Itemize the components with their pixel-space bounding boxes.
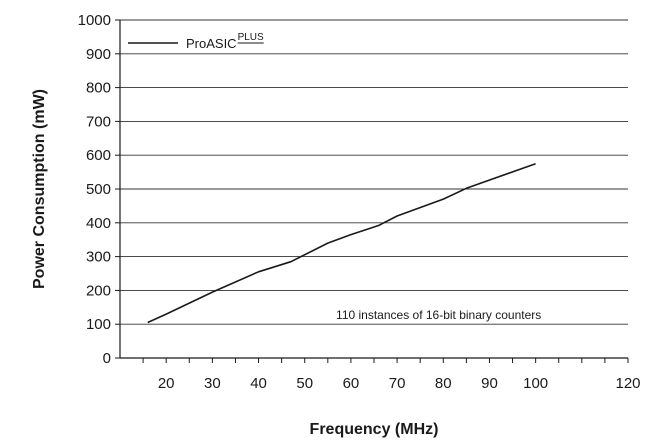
x-tick-label: 90	[481, 375, 498, 392]
y-tick-label: 200	[86, 282, 111, 299]
y-tick-label: 600	[86, 147, 111, 164]
y-axis-title: Power Consumption (mW)	[31, 89, 48, 289]
x-axis-title: Frequency (MHz)	[310, 421, 439, 438]
x-tick-label: 120	[615, 375, 640, 392]
x-axis-ticks: 20 30 40 50 60 70 80 90 100 120	[142, 358, 641, 392]
y-tick-label: 700	[86, 113, 111, 130]
y-tick-label: 400	[86, 215, 111, 232]
x-tick-label: 30	[204, 375, 221, 392]
y-tick-label: 900	[86, 46, 111, 63]
x-tick-label: 80	[435, 375, 452, 392]
grid-lines	[120, 19, 628, 325]
annotation-text: 110 instances of 16-bit binary counters	[336, 308, 541, 322]
y-axis-ticks: 0 100 200 300 400 500 600 700 800 900 1000	[78, 12, 120, 367]
x-tick-label: 50	[296, 375, 313, 392]
y-tick-label: 100	[86, 316, 111, 333]
series-layer	[147, 162, 536, 324]
y-tick-label: 300	[86, 249, 111, 266]
legend-label-superscript: PLUS	[238, 32, 264, 43]
y-tick-label: 1000	[78, 12, 111, 29]
series-line-0	[147, 162, 536, 324]
y-tick-label: 800	[86, 80, 111, 97]
x-tick-label: 20	[158, 375, 175, 392]
annotations: 110 instances of 16-bit binary counters	[336, 308, 541, 322]
x-tick-label: 60	[343, 375, 360, 392]
y-tick-label: 500	[86, 181, 111, 198]
legend: ProASIC PLUS	[128, 32, 264, 51]
x-tick-label: 100	[523, 375, 548, 392]
legend-label: ProASIC	[186, 36, 237, 51]
x-tick-label: 70	[389, 375, 406, 392]
y-tick-label: 0	[103, 350, 111, 367]
x-tick-label: 40	[250, 375, 267, 392]
